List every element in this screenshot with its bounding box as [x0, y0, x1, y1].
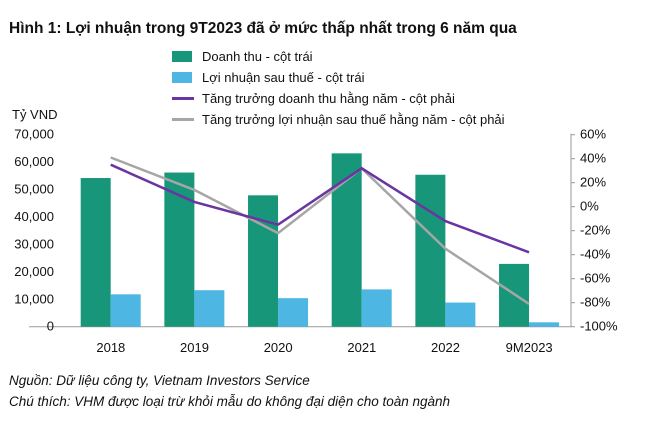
x-tick-label: 2018: [96, 340, 125, 355]
bar-revenue: [248, 195, 279, 327]
legend-label: Doanh thu - cột trái: [202, 49, 313, 64]
y-right-tick-label: -100%: [580, 319, 618, 334]
bar-profit: [445, 302, 476, 327]
y-right-tick-label: -40%: [580, 247, 611, 262]
y-right-tick-label: -80%: [580, 295, 611, 310]
bar-profit: [361, 289, 392, 327]
bar-profit: [278, 298, 309, 327]
y-left-tick-label: 60,000: [14, 154, 54, 169]
bar-profit: [529, 322, 560, 327]
y-right-tick-label: 20%: [580, 175, 606, 190]
y-right-tick-label: 40%: [580, 151, 606, 166]
x-tick-label: 2022: [431, 340, 460, 355]
bar-revenue: [80, 178, 111, 327]
y-left-tick-label: 50,000: [14, 182, 54, 197]
source-note: Nguồn: Dữ liệu công ty, Vietnam Investor…: [9, 373, 310, 388]
y-right-tick-label: -20%: [580, 223, 611, 238]
legend-swatch: [172, 51, 192, 62]
legend-item-revenue-growth: Tăng trưởng doanh thu hằng năm - cột phả…: [172, 88, 505, 109]
bar-revenue: [164, 172, 195, 327]
chart-title: Hình 1: Lợi nhuận trong 9T2023 đã ở mức …: [9, 20, 517, 37]
legend-label: Tăng trưởng lợi nhuận sau thuế hằng năm …: [202, 112, 505, 127]
y-right-tick-label: 0%: [580, 199, 599, 214]
legend-item-profit: Lợi nhuận sau thuế - cột trái: [172, 67, 505, 88]
y-left-label: Tỷ VND: [12, 107, 58, 122]
legend-item-profit-growth: Tăng trưởng lợi nhuận sau thuế hằng năm …: [172, 109, 505, 130]
x-tick-label: 2019: [180, 340, 209, 355]
x-tick-label: 9M2023: [506, 340, 553, 355]
y-left-tick-label: 0: [47, 319, 54, 334]
bar-revenue: [331, 153, 362, 327]
y-left-tick-label: 40,000: [14, 209, 54, 224]
legend-swatch: [172, 97, 194, 100]
x-tick-label: 2021: [347, 340, 376, 355]
bar-profit: [110, 294, 141, 327]
legend-swatch: [172, 118, 194, 121]
legend-swatch: [172, 72, 192, 83]
y-right-tick-label: 60%: [580, 127, 606, 142]
legend: Doanh thu - cột trái Lợi nhuận sau thuế …: [172, 46, 505, 130]
footnote: Chú thích: VHM được loại trừ khỏi mẫu do…: [9, 394, 451, 409]
y-left-tick-label: 20,000: [14, 264, 54, 279]
y-left-tick-label: 10,000: [14, 291, 54, 306]
line-revenue-growth: [110, 163, 530, 254]
bar-revenue: [415, 174, 446, 327]
y-right-tick-label: -60%: [580, 271, 611, 286]
legend-label: Tăng trưởng doanh thu hằng năm - cột phả…: [202, 91, 455, 106]
legend-item-revenue: Doanh thu - cột trái: [172, 46, 505, 67]
y-left-tick-label: 70,000: [14, 127, 54, 142]
line-profit-growth: [110, 156, 530, 305]
bar-profit: [194, 290, 225, 327]
y-left-tick-label: 30,000: [14, 236, 54, 251]
legend-label: Lợi nhuận sau thuế - cột trái: [202, 70, 365, 85]
x-tick-label: 2020: [264, 340, 293, 355]
